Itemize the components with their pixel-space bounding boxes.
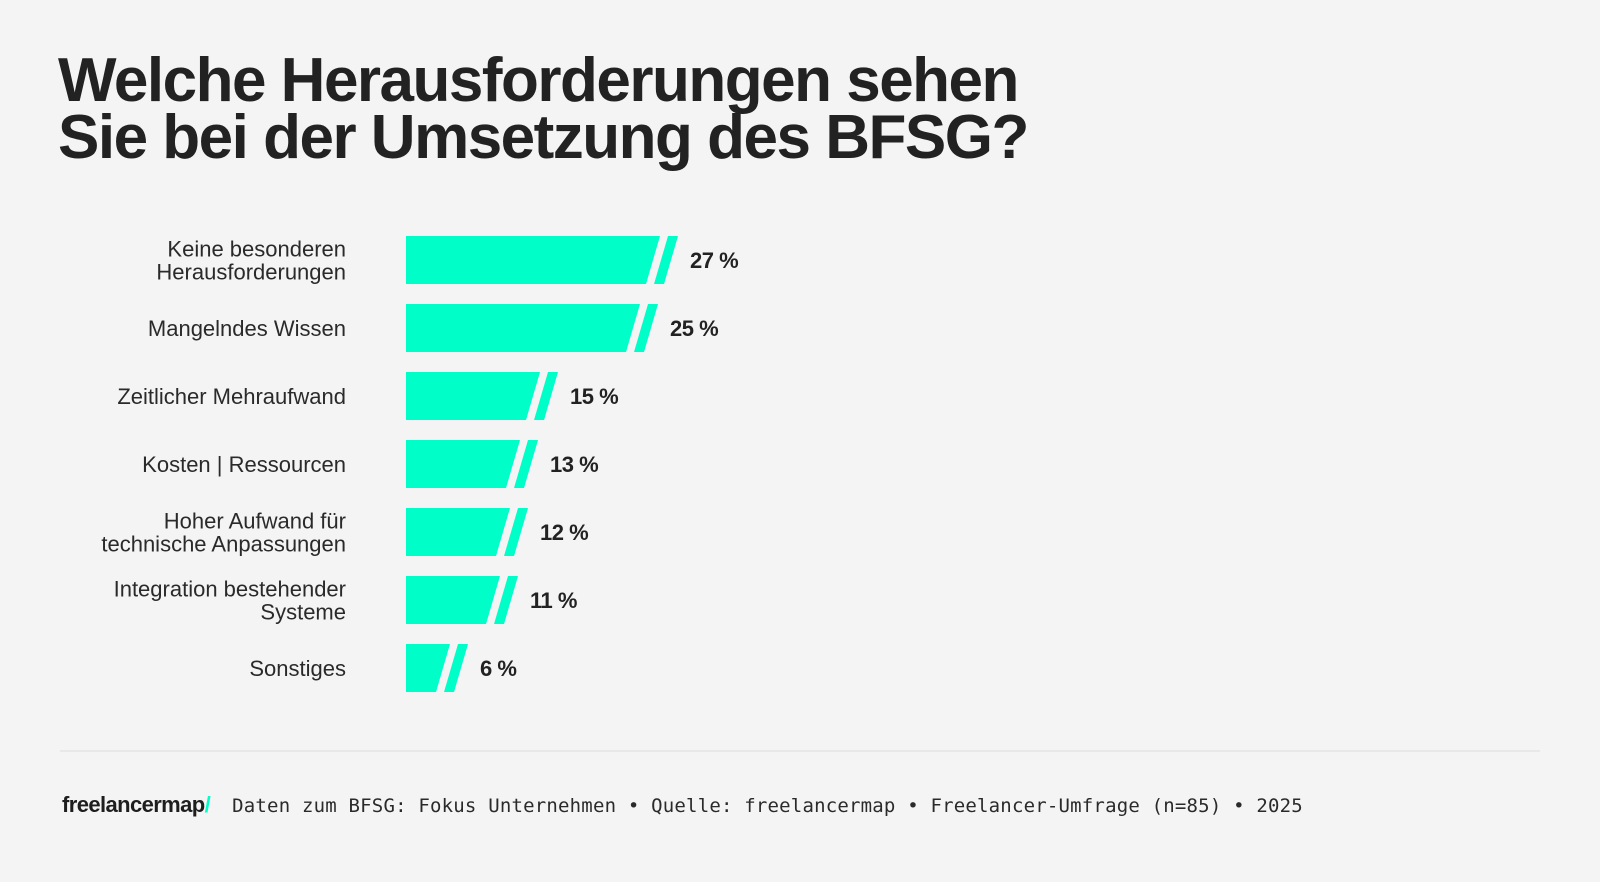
bar-row: 15 % Zeitlicher Mehraufwand: [117, 372, 619, 420]
chart-title-line-2: Sie bei der Umsetzung des BFSG?: [58, 103, 1029, 172]
bar-row: 6 % Sonstiges: [249, 644, 517, 692]
bar: [406, 440, 520, 488]
value-label: 11 %: [530, 588, 577, 613]
bar-row: 27 % Keine besonderen Herausforderungen: [156, 236, 739, 285]
bar-slash-mark: [514, 440, 538, 488]
bar-slash-mark: [494, 576, 518, 624]
category-label-line: Integration bestehender: [114, 577, 346, 602]
chart-title: Welche Herausforderungen sehen Sie bei d…: [58, 46, 1358, 172]
category-label-line: technische Anpassungen: [101, 532, 346, 557]
category-label: Sonstiges: [249, 656, 346, 681]
category-label-line: Systeme: [260, 600, 346, 625]
source-note: Daten zum BFSG: Fokus Unternehmen • Quel…: [232, 795, 1303, 817]
bar-row: 11 % Integration bestehender Systeme: [114, 576, 577, 625]
category-label-line: Herausforderungen: [156, 260, 346, 285]
footer-divider: [60, 750, 1540, 752]
bar-slash-mark: [634, 304, 658, 352]
freelancermap-logo: freelancermap/: [62, 792, 211, 818]
category-label-line: Kosten | Ressourcen: [142, 452, 346, 477]
value-label: 15 %: [570, 384, 618, 409]
category-label-line: Mangelndes Wissen: [148, 316, 346, 341]
bar-chart: 27 % Keine besonderen Herausforderungen 25 …: [101, 236, 739, 692]
category-label: Hoher Aufwand für technische Anpassungen: [101, 509, 346, 557]
bar: [406, 508, 510, 556]
bar-slash-mark: [504, 508, 528, 556]
bar-slash-mark: [444, 644, 468, 692]
bar-slash-mark: [654, 236, 678, 284]
category-label: Integration bestehender Systeme: [114, 577, 346, 625]
bar: [406, 304, 640, 352]
bar-row: 13 % Kosten | Ressourcen: [142, 440, 599, 488]
bar: [406, 236, 660, 284]
bar: [406, 576, 500, 624]
bar: [406, 644, 450, 692]
category-label: Zeitlicher Mehraufwand: [117, 384, 346, 409]
category-label: Kosten | Ressourcen: [142, 452, 346, 477]
chart-title-line-1: Welche Herausforderungen sehen: [58, 46, 1019, 115]
logo-text: freelancermap: [62, 792, 205, 817]
logo-slash-icon: /: [204, 792, 211, 817]
value-label: 25 %: [670, 316, 718, 341]
category-label-line: Zeitlicher Mehraufwand: [117, 384, 346, 409]
category-label-line: Sonstiges: [249, 656, 346, 681]
footer: freelancermap/ Daten zum BFSG: Fokus Unt…: [62, 792, 1303, 818]
value-label: 13 %: [550, 452, 598, 477]
category-label: Mangelndes Wissen: [148, 316, 346, 341]
category-label-line: Hoher Aufwand für: [164, 509, 346, 534]
bar: [406, 372, 540, 420]
bar-row: 25 % Mangelndes Wissen: [148, 304, 719, 352]
bar-slash-mark: [534, 372, 558, 420]
category-label-line: Keine besonderen: [167, 237, 346, 262]
value-label: 12 %: [540, 520, 588, 545]
value-label: 27 %: [690, 248, 738, 273]
bar-row: 12 % Hoher Aufwand für technische Anpassun…: [101, 508, 589, 557]
value-label: 6 %: [480, 656, 516, 681]
category-label: Keine besonderen Herausforderungen: [156, 237, 346, 285]
